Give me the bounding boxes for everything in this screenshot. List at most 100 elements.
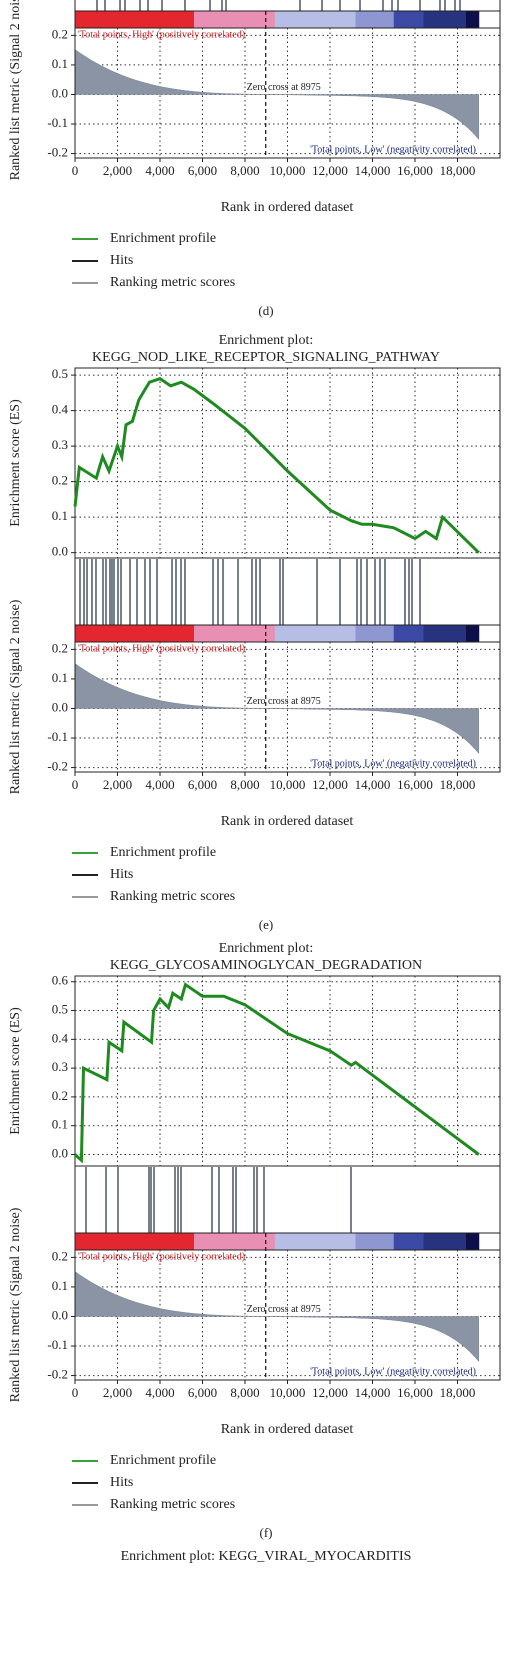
y-tick-label: 0.5 bbox=[52, 366, 68, 381]
y-tick-label: 0.1 bbox=[52, 670, 68, 685]
es-line bbox=[73, 377, 480, 554]
y-tick-label: 0.0 bbox=[52, 1145, 68, 1160]
y-tick-label: 0.2 bbox=[52, 1088, 68, 1103]
metric-area bbox=[74, 1271, 480, 1363]
y-tick-label: 0.0 bbox=[52, 1307, 68, 1322]
legend-label: Hits bbox=[110, 867, 133, 882]
legend-label: Ranking metric scores bbox=[110, 1497, 235, 1512]
y-tick-label: -0.1 bbox=[47, 729, 68, 744]
y-tick-label: 0.1 bbox=[52, 1278, 68, 1293]
color-band bbox=[466, 1233, 480, 1250]
x-tick-label: 6,000 bbox=[188, 777, 217, 792]
color-band bbox=[393, 1233, 424, 1250]
color-band bbox=[355, 625, 395, 642]
color-band bbox=[75, 11, 195, 28]
x-axis-label: Rank in ordered dataset bbox=[221, 200, 354, 215]
y-tick-label: 0.0 bbox=[52, 699, 68, 714]
x-tick-label: 18,000 bbox=[440, 1385, 476, 1400]
color-band bbox=[355, 1233, 395, 1250]
y-tick-label: 0.1 bbox=[52, 508, 68, 523]
x-tick-label: 4,000 bbox=[145, 1385, 174, 1400]
metric-y-label: Ranked list metric (Signal 2 noise) bbox=[8, 0, 23, 180]
y-tick-label: 0.0 bbox=[52, 85, 68, 100]
x-tick-label: 6,000 bbox=[188, 1385, 217, 1400]
x-axis-label: Rank in ordered dataset bbox=[221, 1422, 354, 1437]
metric-area bbox=[74, 663, 480, 755]
y-tick-label: 0.4 bbox=[52, 1030, 69, 1045]
color-band bbox=[393, 11, 424, 28]
legend-label: Ranking metric scores bbox=[110, 275, 235, 290]
x-tick-label: 12,000 bbox=[312, 777, 348, 792]
zero-label: Zero cross at 8975 bbox=[247, 696, 321, 707]
x-tick-label: 14,000 bbox=[355, 777, 391, 792]
chart-title: Enrichment plot: KEGG_VIRAL_MYOCARDITIS bbox=[121, 1549, 412, 1564]
es-y-label: Enrichment score (ES) bbox=[8, 399, 23, 527]
chart-subtitle: KEGG_NOD_LIKE_RECEPTOR_SIGNALING_PATHWAY bbox=[92, 350, 440, 365]
color-band bbox=[355, 11, 395, 28]
x-tick-label: 2,000 bbox=[103, 1385, 132, 1400]
color-band bbox=[423, 625, 467, 642]
x-tick-label: 16,000 bbox=[397, 777, 433, 792]
y-tick-label: 0.4 bbox=[52, 402, 69, 417]
color-band bbox=[393, 625, 424, 642]
x-tick-label: 2,000 bbox=[103, 777, 132, 792]
color-band bbox=[466, 11, 480, 28]
zero-label: Zero cross at 8975 bbox=[247, 82, 321, 93]
x-tick-label: 18,000 bbox=[440, 777, 476, 792]
y-tick-label: 0.2 bbox=[52, 1248, 68, 1263]
color-band bbox=[274, 625, 356, 642]
x-tick-label: 16,000 bbox=[397, 163, 433, 178]
chart-title: Enrichment plot: bbox=[219, 941, 313, 956]
legend-label: Hits bbox=[110, 253, 133, 268]
x-tick-label: 12,000 bbox=[312, 1385, 348, 1400]
y-tick-label: 0.1 bbox=[52, 56, 68, 71]
x-tick-label: 8,000 bbox=[230, 777, 259, 792]
panel-label: (e) bbox=[259, 917, 273, 932]
y-tick-label: 0.1 bbox=[52, 1117, 68, 1132]
y-tick-label: 0.3 bbox=[52, 437, 68, 452]
x-axis-label: Rank in ordered dataset bbox=[221, 814, 354, 829]
color-band bbox=[194, 625, 276, 642]
y-tick-label: -0.2 bbox=[47, 145, 68, 160]
y-tick-label: 0.2 bbox=[52, 640, 68, 655]
legend-label: Enrichment profile bbox=[110, 231, 216, 246]
x-tick-label: 6,000 bbox=[188, 163, 217, 178]
y-tick-label: 0.5 bbox=[52, 1002, 68, 1017]
legend-label: Hits bbox=[110, 1475, 133, 1490]
y-tick-label: 0.3 bbox=[52, 1059, 68, 1074]
color-band bbox=[274, 1233, 356, 1250]
x-tick-label: 10,000 bbox=[270, 163, 306, 178]
zero-label: Zero cross at 8975 bbox=[247, 1304, 321, 1315]
color-band bbox=[466, 625, 480, 642]
y-tick-label: 0.2 bbox=[52, 26, 68, 41]
metric-y-label: Ranked list metric (Signal 2 noise) bbox=[8, 599, 23, 794]
es-y-label: Enrichment score (ES) bbox=[8, 1007, 23, 1135]
y-tick-label: 0.6 bbox=[52, 973, 69, 988]
color-band bbox=[423, 11, 467, 28]
hits-frame bbox=[74, 0, 501, 12]
legend-label: Ranking metric scores bbox=[110, 889, 235, 904]
x-tick-label: 4,000 bbox=[145, 777, 174, 792]
x-tick-label: 0 bbox=[72, 1385, 79, 1400]
panel-label: (f) bbox=[260, 1525, 273, 1540]
metric-area bbox=[74, 49, 480, 141]
x-tick-label: 18,000 bbox=[440, 163, 476, 178]
x-tick-label: 14,000 bbox=[355, 1385, 391, 1400]
panel-label: (d) bbox=[258, 303, 273, 318]
hits-frame bbox=[74, 557, 501, 626]
es-line bbox=[74, 982, 480, 1164]
x-tick-label: 8,000 bbox=[230, 163, 259, 178]
y-tick-label: -0.2 bbox=[47, 1367, 68, 1382]
hits-frame bbox=[74, 1165, 501, 1234]
x-tick-label: 0 bbox=[72, 163, 79, 178]
color-band bbox=[75, 625, 195, 642]
y-tick-label: 0.0 bbox=[52, 544, 68, 559]
high-label: 'Total points, High' (positively correla… bbox=[78, 1251, 245, 1262]
y-tick-label: -0.2 bbox=[47, 759, 68, 774]
chart-subtitle: KEGG_GLYCOSAMINOGLYCAN_DEGRADATION bbox=[110, 958, 422, 973]
x-tick-label: 14,000 bbox=[355, 163, 391, 178]
y-tick-label: -0.1 bbox=[47, 1337, 68, 1352]
x-tick-label: 4,000 bbox=[145, 163, 174, 178]
x-tick-label: 10,000 bbox=[270, 777, 306, 792]
